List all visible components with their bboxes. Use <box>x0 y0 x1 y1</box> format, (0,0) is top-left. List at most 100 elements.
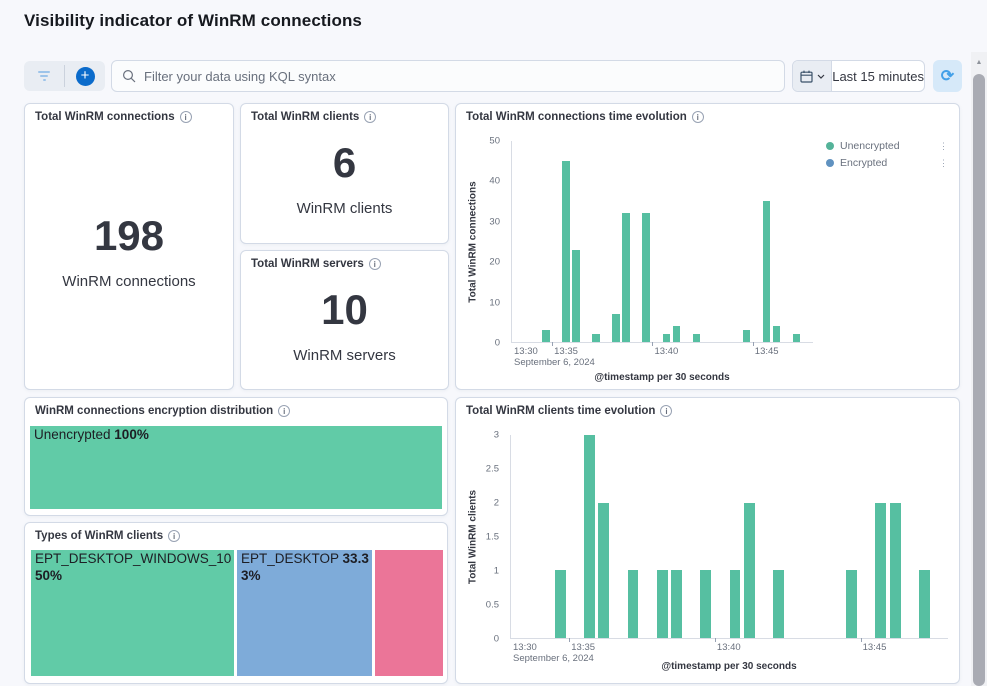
plus-icon: + <box>76 67 95 86</box>
panel-total-winrm-connections: Total WinRM connections i 198 WinRM conn… <box>24 103 234 390</box>
bar-winrm-clients[interactable] <box>919 570 930 638</box>
panel-connections-time-evolution: Total WinRM connections time evolution i… <box>455 103 960 390</box>
chart-legend: Unencrypted ⋮ Encrypted ⋮ <box>826 140 948 169</box>
x-axis-title: @timestamp per 30 seconds <box>511 372 813 383</box>
y-tick-label: 3 <box>494 430 499 441</box>
y-tick-label: 50 <box>489 136 500 147</box>
bar-unencrypted[interactable] <box>663 334 671 342</box>
bar-unencrypted[interactable] <box>673 326 681 342</box>
y-tick-label: 0 <box>495 338 500 349</box>
panel-total-winrm-clients: Total WinRM clients i 6 WinRM clients <box>240 103 449 244</box>
y-tick-label: 10 <box>489 297 500 308</box>
x-tick-label: 13:45 <box>753 346 779 357</box>
plot-area: 13:3513:4013:4513:30September 6, 2024 <box>511 141 813 343</box>
bar-winrm-clients[interactable] <box>730 570 741 638</box>
bar-winrm-clients[interactable] <box>744 503 755 638</box>
treemap-slice[interactable] <box>375 550 443 676</box>
y-axis: 00.511.522.53 <box>456 435 505 639</box>
time-range-picker[interactable]: Last 15 minutes <box>792 60 925 92</box>
bar-unencrypted[interactable] <box>622 213 630 342</box>
bar-unencrypted[interactable] <box>572 250 580 342</box>
info-icon[interactable]: i <box>692 111 704 123</box>
treemap-slice-label: EPT_DESKTOP_WINDOWS_10 50% <box>35 551 232 585</box>
bar-winrm-clients[interactable] <box>875 503 886 638</box>
refresh-button[interactable]: ⟳ <box>933 60 962 92</box>
bar-winrm-clients[interactable] <box>555 570 566 638</box>
x-axis-title: @timestamp per 30 seconds <box>510 661 948 672</box>
metric-label: WinRM connections <box>62 273 195 290</box>
kql-search-input[interactable] <box>144 69 774 84</box>
legend-actions-icon[interactable]: ⋮ <box>939 159 948 168</box>
bar-unencrypted[interactable] <box>612 314 620 342</box>
x-tick-label: 13:45 <box>861 642 887 653</box>
vertical-scrollbar[interactable]: ▲ <box>971 52 987 686</box>
bar-winrm-clients[interactable] <box>773 570 784 638</box>
panel-title: Total WinRM clients <box>251 111 359 123</box>
metric-value: 6 <box>333 142 356 184</box>
plot-area: 13:3513:4013:4513:30September 6, 2024 <box>510 435 948 639</box>
bar-winrm-clients[interactable] <box>657 570 668 638</box>
panel-encryption-distribution: WinRM connections encryption distributio… <box>24 397 448 516</box>
metric-value: 198 <box>94 215 164 257</box>
metric-value: 10 <box>321 289 368 331</box>
kql-search-box[interactable] <box>111 60 785 92</box>
treemap-encryption-distribution: Unencrypted 100% <box>30 426 442 509</box>
filter-funnel-icon <box>38 71 50 81</box>
y-axis: 01020304050 <box>456 141 506 343</box>
bar-unencrypted[interactable] <box>542 330 550 342</box>
panel-title: Total WinRM connections <box>35 111 175 123</box>
filter-controls: + <box>24 61 105 91</box>
bar-winrm-clients[interactable] <box>890 503 901 638</box>
legend-item-encrypted[interactable]: Encrypted ⋮ <box>826 157 948 169</box>
bar-winrm-clients[interactable] <box>598 503 609 638</box>
date-picker-button[interactable] <box>793 61 832 91</box>
metric: 10 WinRM servers <box>241 251 448 389</box>
bar-winrm-clients[interactable] <box>584 435 595 638</box>
y-tick-label: 2.5 <box>486 464 499 475</box>
bar-winrm-clients[interactable] <box>628 570 639 638</box>
add-filter-button[interactable]: + <box>65 61 105 91</box>
y-tick-label: 1.5 <box>486 532 499 543</box>
bar-unencrypted[interactable] <box>743 330 751 342</box>
scrollbar-thumb[interactable] <box>973 74 985 686</box>
y-tick-label: 2 <box>494 498 499 509</box>
panel-title: Types of WinRM clients <box>35 530 163 542</box>
bar-winrm-clients[interactable] <box>700 570 711 638</box>
panel-types-of-winrm-clients: Types of WinRM clients i EPT_DESKTOP_WIN… <box>24 522 448 684</box>
metric: 6 WinRM clients <box>241 104 448 243</box>
panel-clients-time-evolution: Total WinRM clients time evolution i Tot… <box>455 397 960 684</box>
bar-unencrypted[interactable] <box>793 334 801 342</box>
refresh-icon: ⟳ <box>941 66 954 86</box>
info-icon[interactable]: i <box>660 405 672 417</box>
scroll-up-arrow-icon[interactable]: ▲ <box>971 59 987 66</box>
x-axis-edge-label: 13:30September 6, 2024 <box>514 346 595 369</box>
info-icon[interactable]: i <box>180 111 192 123</box>
bar-unencrypted[interactable] <box>763 201 771 342</box>
bar-winrm-clients[interactable] <box>671 570 682 638</box>
bar-unencrypted[interactable] <box>592 334 600 342</box>
bar-unencrypted[interactable] <box>562 161 570 342</box>
legend-actions-icon[interactable]: ⋮ <box>939 142 948 151</box>
legend-label: Encrypted <box>840 157 933 169</box>
filters-menu-button[interactable] <box>24 61 64 91</box>
bar-unencrypted[interactable] <box>642 213 650 342</box>
treemap-slice-ept_desktop[interactable]: EPT_DESKTOP 33.33% <box>237 550 372 676</box>
y-tick-label: 1 <box>494 566 499 577</box>
bar-winrm-clients[interactable] <box>846 570 857 638</box>
bar-unencrypted[interactable] <box>693 334 701 342</box>
legend-dot-unencrypted <box>826 142 834 150</box>
info-icon[interactable]: i <box>364 111 376 123</box>
legend-item-unencrypted[interactable]: Unencrypted ⋮ <box>826 140 948 152</box>
legend-label: Unencrypted <box>840 140 933 152</box>
metric: 198 WinRM connections <box>25 104 233 389</box>
bar-unencrypted[interactable] <box>773 326 781 342</box>
panel-title: Total WinRM clients time evolution <box>466 405 655 417</box>
treemap-slice-unencrypted[interactable]: Unencrypted 100% <box>30 426 442 509</box>
info-icon[interactable]: i <box>369 258 381 270</box>
treemap-slice-label: Unencrypted 100% <box>34 427 440 444</box>
info-icon[interactable]: i <box>168 530 180 542</box>
time-range-label[interactable]: Last 15 minutes <box>832 61 924 91</box>
info-icon[interactable]: i <box>278 405 290 417</box>
treemap-slice-ept_desktop_windows_10[interactable]: EPT_DESKTOP_WINDOWS_10 50% <box>31 550 234 676</box>
panel-title: Total WinRM servers <box>251 258 364 270</box>
